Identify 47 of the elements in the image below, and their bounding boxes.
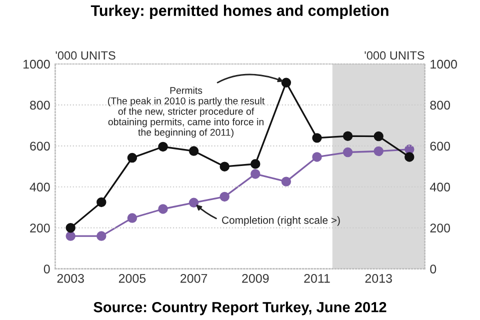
- point: [127, 213, 138, 223]
- source-note: Source: Country Report Turkey, June 2012: [94, 302, 386, 316]
- y2-tick-label: 1000: [430, 60, 457, 69]
- point: [188, 146, 199, 156]
- point: [374, 131, 384, 142]
- point: [127, 152, 138, 163]
- y2-axis-title: '000 UNITS: [364, 51, 424, 60]
- y-tick-label: 400: [30, 182, 50, 192]
- y2-tick-label: 400: [430, 182, 450, 192]
- y2-tick-label: 0: [430, 264, 436, 274]
- y-tick-label: 1000: [23, 60, 50, 69]
- y-axis-title: '000 UNITS: [56, 51, 116, 60]
- point: [96, 231, 106, 241]
- x-tick-label: 2003: [57, 274, 84, 283]
- point: [250, 169, 260, 179]
- point: [96, 197, 106, 208]
- point: [281, 176, 292, 186]
- y-tick-label: 0: [44, 264, 50, 274]
- point: [281, 78, 292, 88]
- y2-tick-label: 800: [430, 100, 450, 110]
- point: [312, 133, 322, 143]
- point: [188, 198, 199, 208]
- y-tick-label: 200: [30, 224, 50, 232]
- annotation: Permits (The peak in 2010 is partly the result of the new, stricter procedure of obtaining permits, came into force in the beginning of 2011): [108, 86, 265, 138]
- x-tick-label: 2009: [242, 274, 269, 283]
- chart-title: Turkey: permitted homes and completion: [90, 4, 388, 20]
- x-tick-label: 2013: [365, 274, 392, 283]
- point: [66, 231, 76, 241]
- point: [66, 222, 76, 233]
- point: [220, 192, 230, 202]
- y-tick-label: 600: [30, 142, 50, 151]
- point: [404, 152, 414, 162]
- x-tick-label: 2005: [118, 274, 146, 283]
- x-tick-label: 2011: [304, 274, 330, 283]
- point: [250, 159, 260, 169]
- point: [312, 152, 322, 162]
- point: [342, 147, 353, 158]
- point: [374, 146, 384, 156]
- point: [220, 162, 230, 172]
- annotation: Completion (right scale >): [222, 216, 340, 226]
- y2-tick-label: 600: [430, 142, 450, 151]
- point: [158, 142, 168, 152]
- y-tick-label: 800: [30, 100, 50, 110]
- y2-tick-label: 200: [430, 224, 450, 232]
- point: [158, 204, 168, 214]
- x-tick-label: 2007: [180, 274, 208, 283]
- point: [342, 131, 353, 141]
